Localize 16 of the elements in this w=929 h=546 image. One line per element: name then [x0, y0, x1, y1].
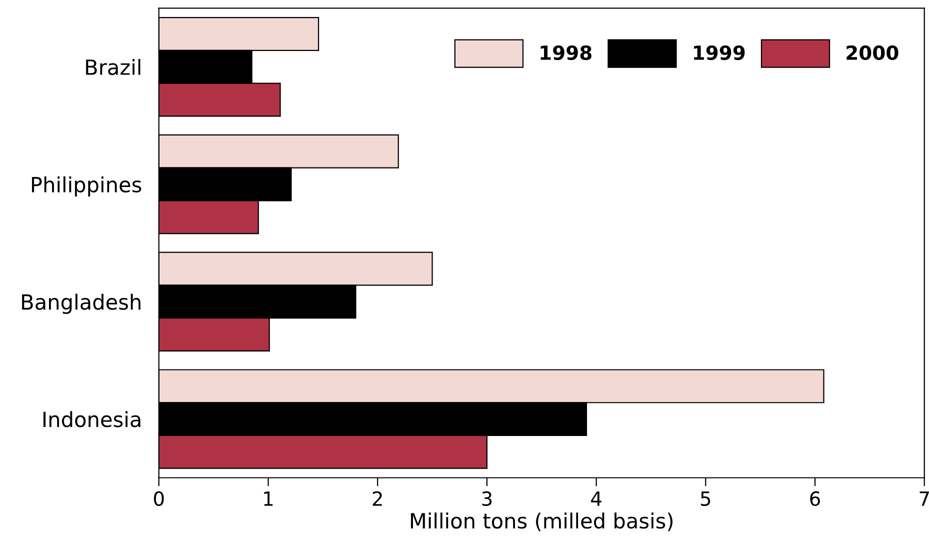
y-tick-label: Indonesia [43, 411, 140, 428]
legend-label: 2000 [846, 45, 898, 60]
x-tick-label: 1 [264, 492, 273, 506]
x-axis-title: Million tons (milled basis) [410, 512, 672, 532]
x-tick-label: 2 [372, 491, 382, 506]
x-tick-label: 5 [700, 492, 710, 506]
x-tick-label: 7 [920, 492, 929, 506]
legend-label: 1998 [540, 45, 592, 60]
y-tick-label: Brazil [86, 58, 140, 76]
x-tick-label: 4 [591, 492, 602, 506]
y-tick-label: Philippines [32, 176, 142, 197]
x-tick-label: 6 [810, 491, 820, 506]
y-tick-label: Bangladesh [22, 294, 140, 314]
x-tick-label: 0 [154, 491, 164, 506]
legend-label: 1999 [694, 45, 745, 60]
x-tick-label: 3 [482, 491, 492, 506]
